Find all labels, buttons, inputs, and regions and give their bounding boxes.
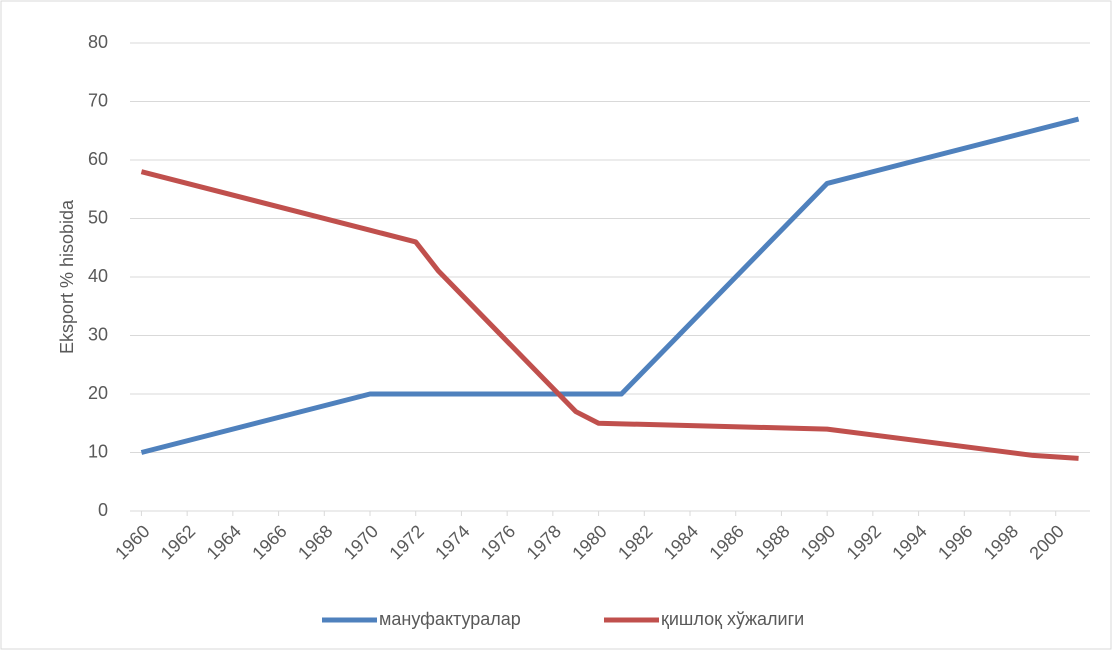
y-tick-label: 70: [88, 90, 108, 110]
y-tick-label: 30: [88, 324, 108, 344]
line-series: [140, 116, 1080, 455]
y-tick-label: 80: [88, 32, 108, 52]
y-tick-label: 50: [88, 207, 108, 227]
legend-label: мануфактуралар: [379, 609, 521, 629]
y-tick-label: 10: [88, 441, 108, 461]
line-series: [140, 169, 1079, 461]
legend-label: қишлоқ хўжалиги: [661, 609, 804, 629]
y-tick-label: 0: [98, 500, 108, 520]
y-tick-label: 20: [88, 383, 108, 403]
y-axis-label: Eksport % hisobida: [57, 199, 77, 354]
y-tick-label: 40: [88, 266, 108, 286]
y-tick-label: 60: [88, 149, 108, 169]
